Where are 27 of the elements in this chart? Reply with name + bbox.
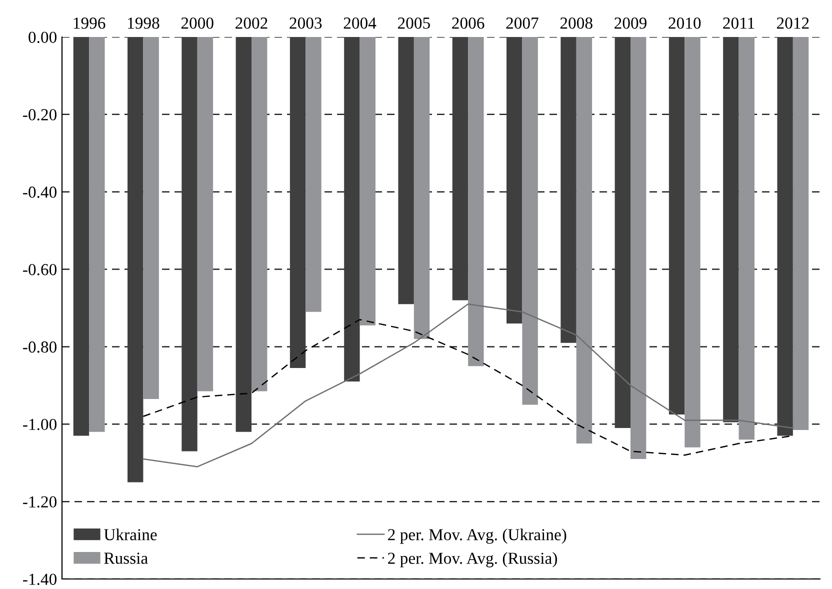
y-tick-label: -0.80 [23,341,57,353]
x-tick-label: 1998 [128,18,160,29]
x-tick-label: 2005 [398,18,430,29]
x-tick-label: 2010 [668,18,701,29]
x-tick-label: 2008 [560,18,592,29]
x-tick-label: 1996 [74,18,106,29]
line-series [142,304,794,468]
y-tick-label: -0.60 [23,264,57,276]
legend-label: 2 per. Mov. Avg. (Ukraine) [388,528,566,544]
legend-label: Ukraine [104,528,157,540]
x-tick-label: 2007 [506,18,538,29]
x-tick-label: 2012 [776,18,809,29]
x-tick-label: 2002 [236,18,268,29]
y-tick-label: -0.20 [23,109,57,120]
y-tick-label: -1.00 [23,418,57,430]
x-tick-label: 2009 [614,18,646,29]
x-tick-label: 2006 [452,18,484,29]
legend-label: Russia [104,552,148,564]
y-tick-label: 0.00 [28,32,57,44]
y-tick-label: -1.40 [23,574,57,586]
x-tick-label: 2004 [344,18,376,29]
y-tick-label: -0.40 [23,186,57,198]
x-tick-label: 2011 [723,18,754,29]
x-tick-label: 2000 [181,18,214,29]
legend-label: 2 per. Mov. Avg. (Russia) [388,552,557,568]
y-tick-label: -1.20 [23,496,57,508]
x-tick-label: 2003 [290,18,322,29]
